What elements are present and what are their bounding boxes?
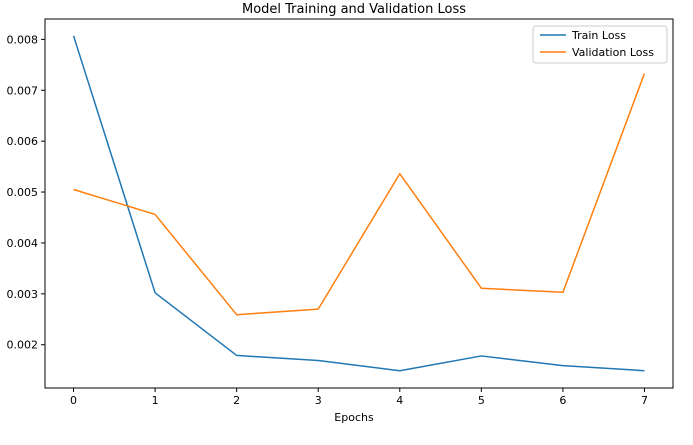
series-group xyxy=(72,35,646,372)
x-tick-label: 1 xyxy=(152,394,159,407)
legend-label-validation-loss: Validation Loss xyxy=(572,46,654,59)
series-line-validation-loss xyxy=(73,73,646,316)
y-tick-label: 0.002 xyxy=(7,339,39,352)
x-tick-label: 7 xyxy=(641,394,648,407)
x-tick-label: 5 xyxy=(478,394,485,407)
x-tick-label: 6 xyxy=(559,394,566,407)
x-tick-label: 0 xyxy=(70,394,77,407)
legend-box xyxy=(532,25,668,64)
y-tick-label: 0.006 xyxy=(7,135,39,148)
y-tick-label: 0.007 xyxy=(7,84,39,97)
plot-area xyxy=(44,18,674,389)
x-tick-label: 4 xyxy=(396,394,403,407)
y-tick-label: 0.005 xyxy=(7,186,39,199)
series-line-train-loss xyxy=(72,35,645,372)
x-axis: 0 1 2 3 4 5 6 7 xyxy=(70,388,648,407)
x-tick-label: 2 xyxy=(233,394,240,407)
y-axis: 0.002 0.003 0.004 0.005 0.006 0.007 0.008 xyxy=(7,33,45,352)
chart-title: Model Training and Validation Loss xyxy=(242,2,466,17)
x-tick-label: 3 xyxy=(315,394,322,407)
y-tick-label: 0.004 xyxy=(7,237,39,250)
legend-label-train-loss: Train Loss xyxy=(571,29,626,42)
legend: Train Loss Validation Loss xyxy=(532,25,668,64)
y-tick-label: 0.003 xyxy=(7,288,39,301)
x-axis-label: Epochs xyxy=(334,411,374,424)
y-tick-label: 0.008 xyxy=(7,33,39,46)
